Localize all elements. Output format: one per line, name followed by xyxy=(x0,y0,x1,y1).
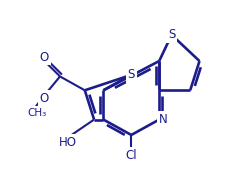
Text: S: S xyxy=(167,28,175,41)
Text: S: S xyxy=(127,68,134,81)
Text: N: N xyxy=(158,113,167,126)
Text: Cl: Cl xyxy=(125,149,137,162)
Text: HO: HO xyxy=(58,136,76,149)
Text: CH₃: CH₃ xyxy=(27,108,46,118)
Text: O: O xyxy=(40,92,49,105)
Text: O: O xyxy=(40,51,49,64)
